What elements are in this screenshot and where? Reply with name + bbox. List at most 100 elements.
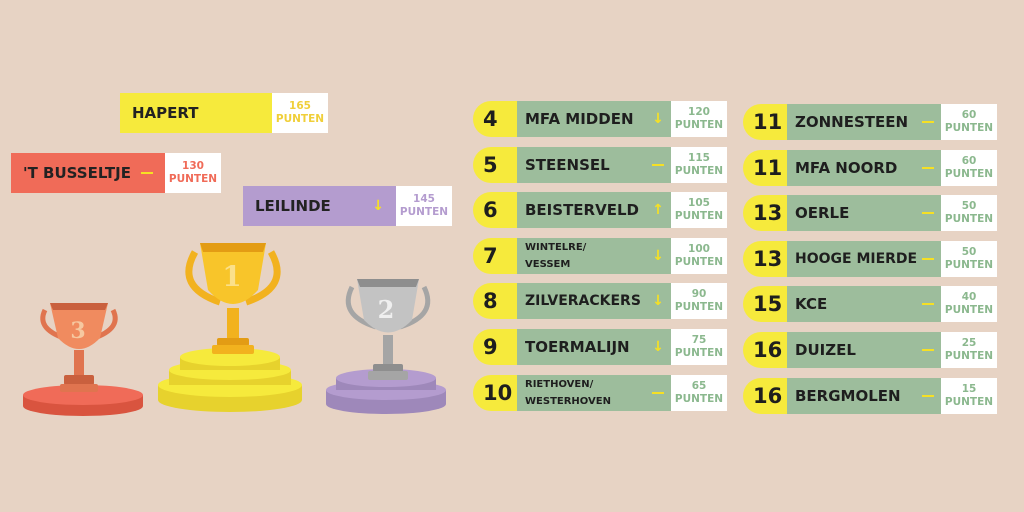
dash-icon <box>918 104 938 140</box>
team-name: STEENSEL <box>517 146 671 183</box>
points-box: 115 PUNTEN <box>671 146 727 183</box>
team-name: BERGMOLEN <box>787 377 941 414</box>
team-name: MFA MIDDEN <box>517 101 671 137</box>
second-place-points: 145 PUNTEN <box>396 186 452 226</box>
second-place-label: LEILINDE ↓ 145 PUNTEN <box>243 186 452 226</box>
team-name-text: KCE <box>795 295 828 314</box>
points-box: 120 PUNTEN <box>671 101 727 137</box>
points-box: 75 PUNTEN <box>671 329 727 365</box>
dash-icon <box>918 195 938 231</box>
points-unit: PUNTEN <box>944 304 994 317</box>
points-value: 90 <box>691 288 707 301</box>
points-value: 65 <box>691 379 707 392</box>
second-place-podium <box>326 369 446 414</box>
points-unit: PUNTEN <box>674 119 724 131</box>
team-name-text: ZONNESTEEN <box>795 113 909 131</box>
arrow-down-icon: ↓ <box>652 339 664 355</box>
points-box: 90 PUNTEN <box>671 283 727 320</box>
arrow-down-icon: ↓ <box>652 111 664 127</box>
standings-row: 6 BEISTERVELD ↑ 105 PUNTEN <box>473 192 727 229</box>
standings-row: 13 HOOGE MIERDE 50 PUNTEN <box>743 240 997 277</box>
trophy-number-1: 1 <box>222 260 241 293</box>
team-name: HOOGE MIERDE <box>787 240 941 277</box>
arrow-down-icon: ↓ <box>652 293 664 310</box>
points-box: 50 PUNTEN <box>941 240 997 277</box>
first-place-podium <box>158 348 302 412</box>
team-name-line-1: WINTELRE/ <box>525 241 587 253</box>
team-name: RIETHOVEN/WESTERHOVEN <box>517 374 671 411</box>
third-place-name: 'T BUSSELTJE <box>11 153 165 193</box>
trophy-number-3: 3 <box>70 318 85 344</box>
points-box: 100 PUNTEN <box>671 237 727 274</box>
standings-row: 7 WINTELRE/VESSEM ↓ 100 PUNTEN <box>473 237 727 274</box>
points-value: 50 <box>961 245 977 258</box>
team-name: ZILVERACKERS <box>517 283 671 320</box>
standings-row: 16 DUIZEL 25 PUNTEN <box>743 332 997 368</box>
arrow-up-icon: ↑ <box>652 202 664 219</box>
standings-row: 10 RIETHOVEN/WESTERHOVEN 65 PUNTEN <box>473 374 727 411</box>
points-value: 75 <box>691 334 707 346</box>
team-name: DUIZEL <box>787 332 941 368</box>
dash-icon <box>648 375 668 411</box>
standings-row: 15 KCE 40 PUNTEN <box>743 286 997 323</box>
dash-icon <box>648 147 668 183</box>
podium-illustration: 3 1 2 <box>23 243 446 416</box>
points-unit: PUNTEN <box>674 347 724 359</box>
points-box: 50 PUNTEN <box>941 195 997 232</box>
team-name-text: TOERMALIJN <box>525 338 630 356</box>
points-unit: PUNTEN <box>674 164 724 177</box>
team-name-text: HOOGE MIERDE <box>795 250 918 267</box>
second-place-name: LEILINDE ↓ <box>243 186 396 226</box>
points-value: 115 <box>688 151 710 164</box>
dash-icon <box>141 172 153 174</box>
team-name-line-1: RIETHOVEN/ <box>525 378 594 390</box>
third-place-label: 'T BUSSELTJE 130 PUNTEN <box>11 153 221 193</box>
points-value: 40 <box>961 291 977 304</box>
points-value: 50 <box>961 200 977 213</box>
team-name-text: BEISTERVELD <box>525 201 639 220</box>
first-place-label: HAPERT 165 PUNTEN <box>120 93 328 133</box>
gold-trophy-icon: 1 <box>185 243 281 354</box>
points-box: 65 PUNTEN <box>671 374 727 411</box>
points-unit: PUNTEN <box>944 213 994 226</box>
team-name-text: MFA NOORD <box>795 158 898 177</box>
points-unit: PUNTEN <box>944 122 994 134</box>
trophy-number-2: 2 <box>378 295 395 324</box>
arrow-down-icon: ↓ <box>652 247 664 264</box>
dash-icon <box>918 332 938 368</box>
team-name-text: BERGMOLEN <box>795 386 901 405</box>
points-value: 15 <box>961 382 977 395</box>
standings-row: 8 ZILVERACKERS ↓ 90 PUNTEN <box>473 283 727 320</box>
points-box: 60 PUNTEN <box>941 104 997 140</box>
team-name: WINTELRE/VESSEM <box>517 237 671 274</box>
points-box: 60 PUNTEN <box>941 149 997 186</box>
dash-icon <box>918 378 938 414</box>
dash-icon <box>918 150 938 186</box>
points-box: 25 PUNTEN <box>941 332 997 368</box>
points-unit: PUNTEN <box>674 392 724 405</box>
team-name: ZONNESTEEN <box>787 104 941 140</box>
team-name: KCE <box>787 286 941 323</box>
team-name: BEISTERVELD <box>517 192 671 229</box>
points-unit: PUNTEN <box>674 301 724 314</box>
standings-row: 5 STEENSEL 115 PUNTEN <box>473 146 727 183</box>
standings-row: 4 MFA MIDDEN ↓ 120 PUNTEN <box>473 101 727 137</box>
points-unit: PUNTEN <box>944 350 994 362</box>
team-name: OERLE <box>787 195 941 232</box>
team-name-text: STEENSEL <box>525 155 610 174</box>
standings-row: 13 OERLE 50 PUNTEN <box>743 195 997 232</box>
points-box: 40 PUNTEN <box>941 286 997 323</box>
first-place-name: HAPERT <box>120 93 272 133</box>
points-value: 105 <box>688 197 710 210</box>
points-box: 15 PUNTEN <box>941 377 997 414</box>
first-place-points: 165 PUNTEN <box>272 93 328 133</box>
bronze-trophy-icon: 3 <box>40 303 118 392</box>
points-value: 25 <box>961 337 977 349</box>
standings-row: 16 BERGMOLEN 15 PUNTEN <box>743 377 997 414</box>
team-name-text: DUIZEL <box>795 341 856 359</box>
dash-icon <box>918 241 938 277</box>
points-value: 100 <box>688 242 710 255</box>
points-value: 60 <box>961 109 977 121</box>
points-unit: PUNTEN <box>944 167 994 180</box>
points-unit: PUNTEN <box>674 255 724 268</box>
